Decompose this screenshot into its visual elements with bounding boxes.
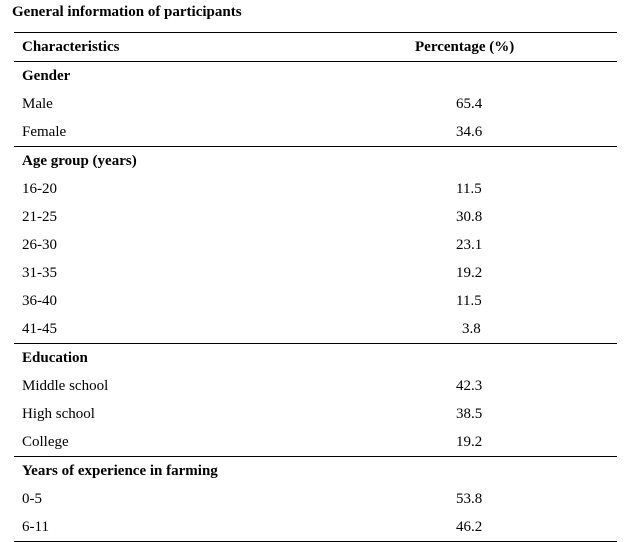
row-value: 53.8	[456, 491, 483, 507]
table-row: 26-30 23.1	[14, 231, 617, 259]
row-label: 26-30	[22, 237, 57, 253]
section-heading: Education	[14, 343, 617, 372]
participants-table-container: Characteristics Percentage (%) Gender Ma…	[14, 32, 617, 542]
section-row-farming-experience: Years of experience in farming	[14, 456, 617, 485]
row-value: 11.5	[456, 293, 482, 309]
row-label: 0-5	[22, 491, 42, 507]
section-row-age-group: Age group (years)	[14, 146, 617, 175]
column-header-percentage: Percentage (%)	[399, 32, 617, 62]
header-row: Characteristics Percentage (%)	[14, 32, 617, 62]
column-header-characteristics: Characteristics	[14, 32, 399, 62]
table-row: Male 65.4	[14, 90, 617, 118]
row-label: 36-40	[22, 293, 57, 309]
row-label: 16-20	[22, 181, 57, 197]
row-label: High school	[22, 406, 95, 422]
row-value: 11.5	[456, 181, 482, 197]
row-label: Middle school	[22, 378, 109, 394]
row-label: 21-25	[22, 209, 57, 225]
section-row-gender: Gender	[14, 62, 617, 91]
row-value: 42.3	[456, 378, 483, 394]
row-value: 34.6	[456, 124, 483, 140]
table-row: College 19.2	[14, 428, 617, 457]
table-row: Female 34.6	[14, 118, 617, 147]
table-row: 36-40 11.5	[14, 287, 617, 315]
table-row: High school 38.5	[14, 400, 617, 428]
table-row: 16-20 11.5	[14, 175, 617, 203]
table-row: 41-45 3.8	[14, 315, 617, 344]
row-value: 38.5	[456, 406, 483, 422]
section-row-education: Education	[14, 343, 617, 372]
table-row: 0-5 53.8	[14, 485, 617, 513]
row-label: 41-45	[22, 321, 57, 337]
row-label: College	[22, 434, 69, 450]
table-row: Middle school 42.3	[14, 372, 617, 400]
row-label: 31-35	[22, 265, 57, 281]
table-title: General information of participants	[12, 4, 242, 20]
row-value: 3.8	[462, 321, 481, 337]
table-row: 31-35 19.2	[14, 259, 617, 287]
row-value: 23.1	[456, 237, 483, 253]
row-value: 30.8	[456, 209, 483, 225]
section-heading: Gender	[22, 68, 71, 84]
table-row: 6-11 46.2	[14, 513, 617, 542]
row-value: 19.2	[456, 265, 483, 281]
participants-table: Characteristics Percentage (%) Gender Ma…	[14, 32, 617, 542]
row-label: Male	[22, 96, 53, 112]
section-heading: Years of experience in farming	[14, 456, 617, 485]
row-label: 6-11	[14, 513, 399, 542]
row-value: 19.2	[456, 434, 483, 450]
row-value: 46.2	[399, 513, 617, 542]
row-label: Female	[22, 124, 67, 140]
section-heading: Age group (years)	[14, 146, 617, 175]
table-row: 21-25 30.8	[14, 203, 617, 231]
row-value: 65.4	[456, 96, 483, 112]
